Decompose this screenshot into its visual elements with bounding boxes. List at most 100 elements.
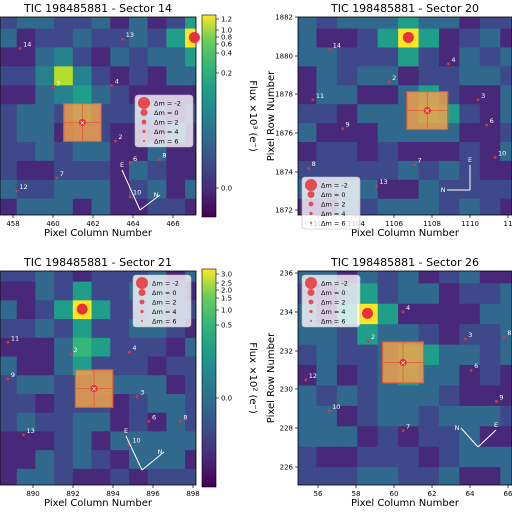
pixel-cell xyxy=(0,122,18,142)
pixel-cell xyxy=(500,84,512,105)
pixel-cell xyxy=(0,141,18,161)
bright-star-marker xyxy=(76,303,88,315)
pixel-cell xyxy=(336,160,358,180)
pixel-cell xyxy=(147,65,167,86)
pixel-cell xyxy=(336,323,358,345)
pixel-cell xyxy=(480,242,501,263)
plot-frame xyxy=(0,270,197,486)
pixel-cell xyxy=(459,466,481,485)
x-tick-label: 66 xyxy=(504,490,512,498)
pixel-cell xyxy=(377,179,399,199)
pixel-cell xyxy=(0,449,18,469)
pixel-cell xyxy=(128,179,149,199)
pixel-cell xyxy=(166,468,186,485)
pixel-cell xyxy=(500,65,512,86)
pixel-cell xyxy=(0,244,17,263)
pixel-cell xyxy=(91,468,111,485)
pixel-cell xyxy=(398,384,420,406)
pixel-cell xyxy=(336,17,358,29)
pixel-cell xyxy=(54,141,74,161)
neighbour-star-marker xyxy=(69,352,72,356)
compass-north-label: N xyxy=(455,424,460,432)
x-tick-label: 60 xyxy=(390,490,399,498)
pixel-cell xyxy=(298,466,318,485)
colorbar-tick-label: 1.0 xyxy=(221,26,232,34)
legend-marker xyxy=(141,119,147,125)
y-tick-label: 1878 xyxy=(275,91,293,99)
pixel-cell xyxy=(91,28,111,48)
neighbour-star-marker xyxy=(6,340,10,344)
pixel-cell xyxy=(298,323,318,345)
pixel-cell xyxy=(438,179,461,199)
target-star-marker xyxy=(78,118,87,127)
pixel-cell xyxy=(16,122,37,142)
pixel-cell xyxy=(398,466,420,485)
pixel-cell xyxy=(316,17,338,29)
pixel-cell xyxy=(357,364,379,386)
neighbour-star-marker xyxy=(55,176,59,180)
pixel-cell xyxy=(0,17,18,29)
x-axis-label: Pixel Column Number xyxy=(351,498,460,509)
pixel-cell xyxy=(398,271,420,284)
pixel-cell xyxy=(35,179,55,199)
target-star-marker xyxy=(399,358,407,367)
y-tick-label: 1880 xyxy=(275,53,293,61)
pixel-cell xyxy=(500,282,512,304)
pixel-cell xyxy=(166,17,186,29)
legend-marker xyxy=(140,309,144,314)
neighbour-star-marker xyxy=(128,195,132,198)
colorbar-tick-label: 0.4 xyxy=(221,49,233,57)
y-tick-label: 1876 xyxy=(275,130,293,138)
pixel-cell xyxy=(398,46,420,67)
neighbour-star-label: 2 xyxy=(392,74,396,82)
pixel-cell xyxy=(357,405,379,427)
x-tick-label: 458 xyxy=(6,220,19,228)
neighbour-star-label: 8 xyxy=(507,329,511,337)
legend-marker xyxy=(138,97,150,109)
pixel-cell xyxy=(16,103,37,124)
neighbour-star-marker xyxy=(121,37,125,41)
pixel-cell xyxy=(500,141,512,161)
pixel-cell xyxy=(35,46,55,67)
colorbar-label: Flux ×10² (e⁻) xyxy=(247,342,258,414)
pixel-cell xyxy=(438,323,461,345)
pixel-cell xyxy=(72,28,93,48)
pixel-cell xyxy=(16,160,37,180)
pixel-cell xyxy=(438,303,461,325)
pixel-cell xyxy=(185,46,196,67)
pixel-cell xyxy=(110,17,130,29)
pixel-cell xyxy=(479,84,501,105)
neighbour-star-label: 4 xyxy=(132,344,136,352)
x-tick-label: 898 xyxy=(186,490,199,498)
neighbour-star-label: 9 xyxy=(499,393,503,401)
pixel-cell xyxy=(35,281,55,301)
pixel-cell xyxy=(500,446,512,468)
pixel-cell xyxy=(72,17,93,29)
panel-sector-2: × 11 2 4 9 3 6 8 13 10 TIC 198485881 - Sector 21 Pi… xyxy=(0,244,258,509)
legend-box xyxy=(132,274,192,328)
pixel-cell xyxy=(35,449,55,469)
pixel-cell xyxy=(35,299,55,320)
neighbour-star-marker xyxy=(307,166,310,170)
neighbour-star-marker xyxy=(311,98,315,102)
pixel-cell xyxy=(147,337,167,357)
pixel-cell xyxy=(438,271,461,284)
pixel-cell xyxy=(166,393,186,413)
pixel-cell xyxy=(72,141,93,161)
pixel-cell xyxy=(35,468,55,485)
target-cross-icon: × xyxy=(79,119,85,127)
panel-title: TIC 198485881 - Sector 20 xyxy=(330,2,479,15)
neighbour-star-marker xyxy=(135,394,139,398)
x-axis-label: Pixel Column Number xyxy=(351,228,460,239)
x-tick-label: 62 xyxy=(428,490,437,498)
x-axis-label: Pixel Column Number xyxy=(44,498,153,509)
legend-entry: Δm = 0 xyxy=(154,109,179,117)
legend-marker xyxy=(142,129,146,134)
pixel-cell xyxy=(298,17,318,29)
pixel-cell xyxy=(377,446,399,468)
panel-sector-0: × 14 13 3 4 2 6 8 7 12 10 TIC 198485881 - Sector 14… xyxy=(0,2,258,239)
pixel-cell xyxy=(500,466,512,485)
panel-sector-1: × 14 4 2 11 3 9 6 7 8 13 10 TIC 198485881 - Sector 2… xyxy=(266,2,512,239)
pixel-cell xyxy=(185,141,196,161)
neighbour-star-marker xyxy=(447,62,450,66)
